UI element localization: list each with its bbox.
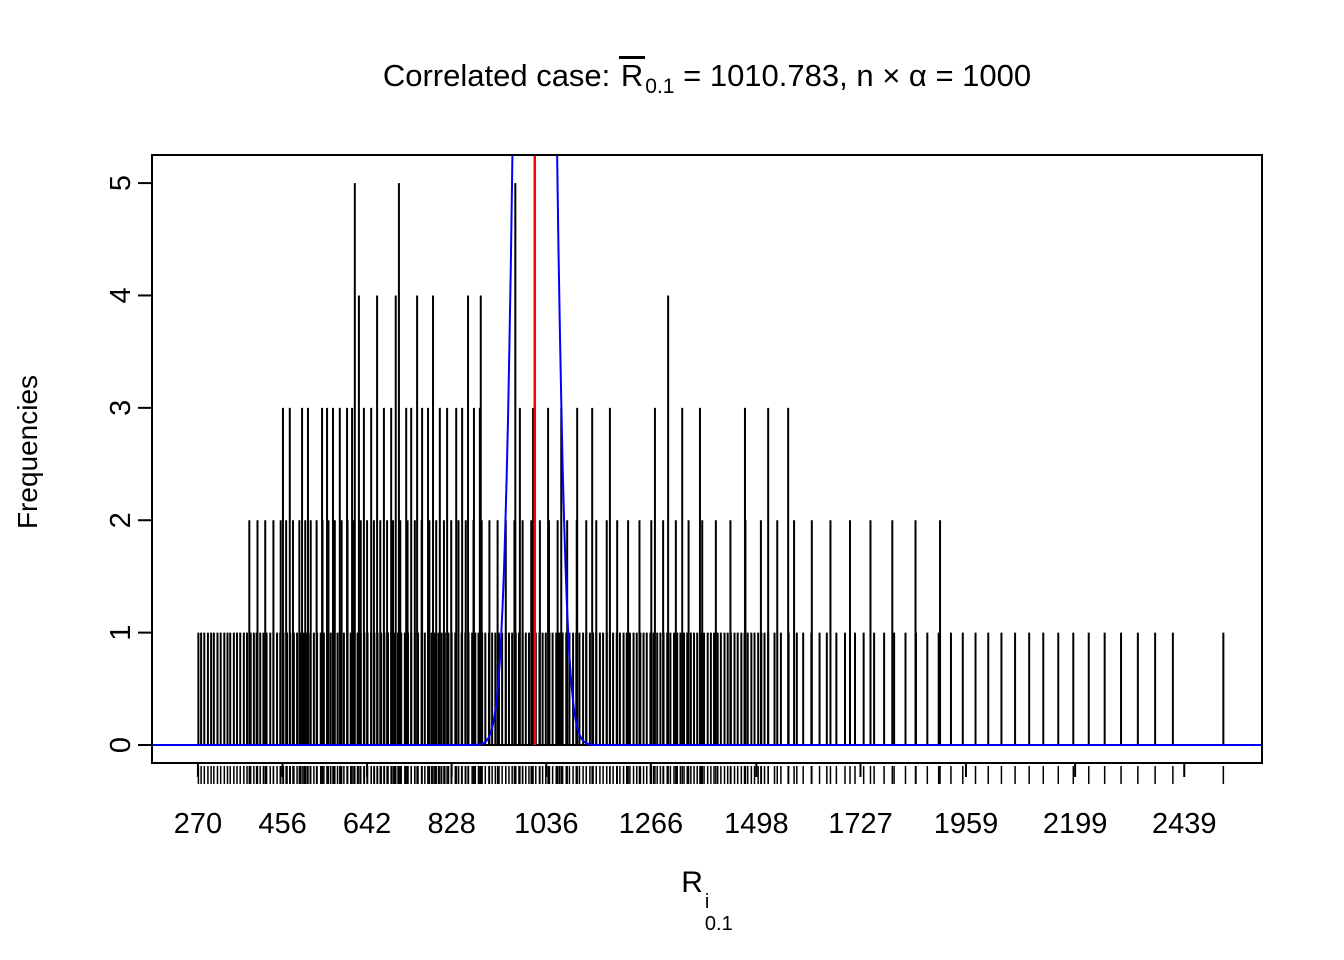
y-tick-label: 1 xyxy=(105,625,137,641)
x-tick-label: 1959 xyxy=(934,808,999,840)
frequency-spikes xyxy=(197,183,1225,745)
x-tick-label: 642 xyxy=(343,808,391,840)
y-tick-label: 0 xyxy=(105,737,137,753)
x-tick-label: 1498 xyxy=(724,808,789,840)
plot-box xyxy=(151,154,1263,764)
x-tick-label: 828 xyxy=(427,808,475,840)
rug-ticks xyxy=(197,766,1225,784)
x-label-supsub: i 0.1 xyxy=(705,891,733,935)
x-axis: 270 456 642 828 1036 1266 1498 1727 1959 2199 2439 xyxy=(174,763,1217,840)
y-tick-label: 4 xyxy=(105,287,137,303)
title-rest: = 1010.783, n × α = 1000 xyxy=(674,58,1032,93)
title-r-subscript: 0.1 xyxy=(645,75,675,98)
y-tick-label: 5 xyxy=(105,175,137,191)
y-tick-label: 3 xyxy=(105,400,137,416)
x-tick-label: 270 xyxy=(174,808,222,840)
y-tick-label: 2 xyxy=(105,512,137,528)
x-tick-label: 456 xyxy=(258,808,306,840)
density-curve xyxy=(152,155,1262,746)
chart-title: Correlated case: R0.1 = 1010.783, n × α … xyxy=(150,56,1264,99)
x-tick-label: 1266 xyxy=(619,808,684,840)
y-axis: 0 1 2 3 4 5 xyxy=(105,175,152,753)
x-tick-label: 2199 xyxy=(1043,808,1108,840)
x-tick-label: 1036 xyxy=(514,808,579,840)
x-tick-label: 2439 xyxy=(1152,808,1217,840)
title-prefix: Correlated case: xyxy=(382,58,619,93)
y-axis-title: Frequencies xyxy=(12,374,43,530)
x-tick-label: 1727 xyxy=(828,808,893,840)
x-label-superscript: i xyxy=(704,891,710,913)
title-r-overline: R xyxy=(618,56,646,93)
x-label-subscript: 0.1 xyxy=(704,913,733,935)
x-label-base: R xyxy=(681,866,703,899)
